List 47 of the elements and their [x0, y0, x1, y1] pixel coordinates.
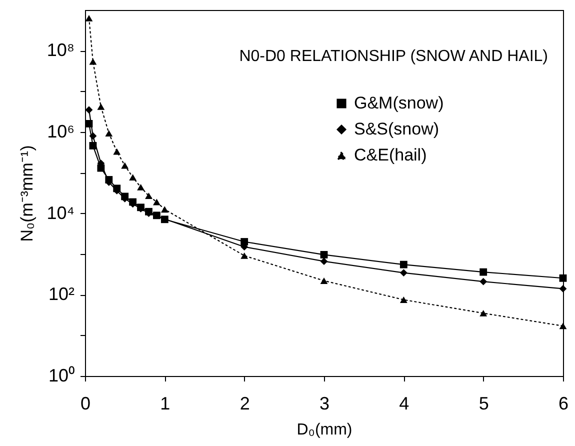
point	[129, 174, 137, 180]
point	[559, 322, 567, 330]
point	[113, 148, 121, 155]
point	[400, 296, 408, 303]
point	[400, 269, 408, 277]
point	[121, 162, 129, 169]
point	[89, 58, 97, 65]
text: N0-D0 RELATIONSHIP (SNOW AND HAIL)	[239, 48, 548, 65]
point	[89, 142, 97, 150]
x-tick-label: 2	[240, 394, 250, 414]
x-tick-label: 4	[399, 394, 410, 414]
x-tick-label: 1	[160, 394, 170, 414]
point	[480, 278, 488, 286]
point	[320, 251, 328, 258]
point	[85, 106, 93, 114]
legend-label: S&S(snow)	[354, 120, 440, 138]
y-tick-label: 10⁴	[46, 202, 74, 223]
x-tick-label: 5	[478, 394, 489, 414]
point	[320, 278, 328, 284]
legend-label: G&M(snow)	[354, 94, 444, 112]
point	[240, 252, 248, 259]
point	[145, 192, 152, 199]
point	[400, 260, 408, 268]
point	[97, 103, 105, 110]
point	[137, 184, 144, 190]
y-tick-label: 10⁶	[47, 122, 74, 142]
y-tick-label: 10⁰	[48, 366, 74, 386]
point	[320, 258, 328, 266]
point	[480, 268, 488, 276]
point	[89, 132, 97, 140]
y-tick-label: 10⁸	[46, 40, 74, 60]
y-axis-title: N₀(m⁻³mm⁻¹)	[18, 145, 37, 242]
y-tick-label: 10²	[48, 284, 75, 304]
x-tick-label: 3	[319, 394, 330, 414]
point	[160, 206, 168, 213]
point	[105, 130, 113, 136]
point	[160, 216, 168, 224]
point	[85, 120, 93, 128]
point	[152, 198, 160, 206]
point	[85, 14, 93, 22]
x-tick-label: 6	[558, 394, 569, 414]
point	[559, 274, 567, 282]
legend-label: C&E(hail)	[354, 146, 427, 164]
x-tick-label: 0	[80, 394, 91, 414]
x-axis-title: D₀(mm)	[296, 422, 352, 438]
point	[152, 212, 160, 220]
point	[480, 310, 488, 316]
